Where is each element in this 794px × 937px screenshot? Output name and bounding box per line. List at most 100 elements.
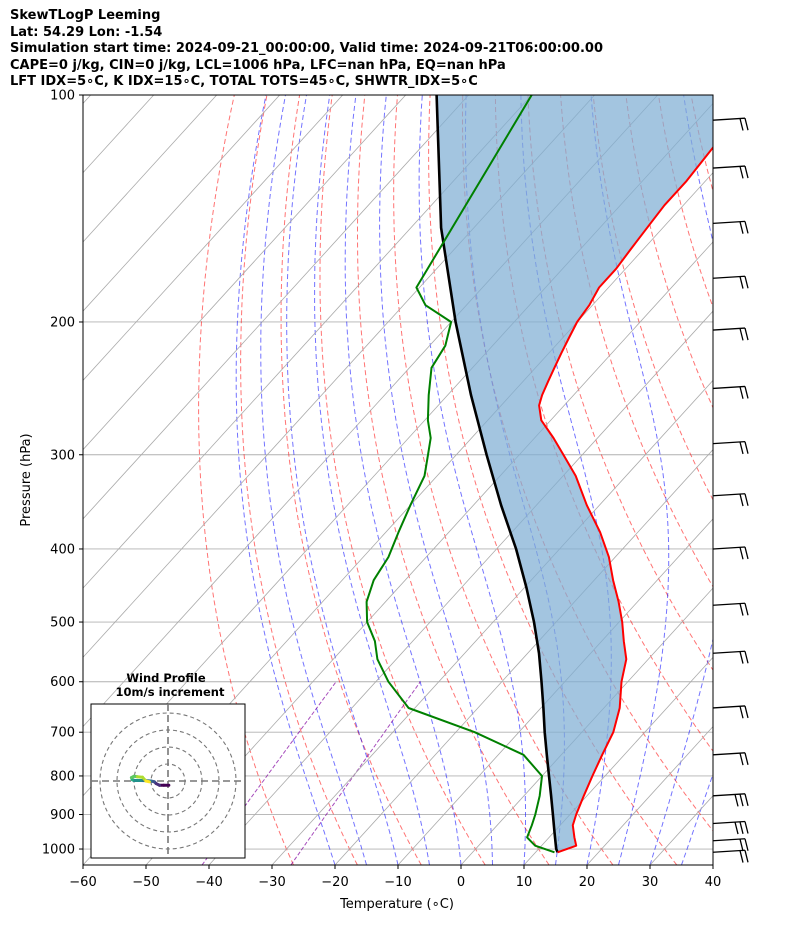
wind-barb [712,441,749,455]
wind-barb-flag [739,276,744,289]
y-tick-label: 100 [50,89,75,104]
wind-barb [712,849,749,863]
wind-barb-flag [739,706,744,719]
moist-adiabat [235,95,336,865]
wind-barb-shaft [712,849,746,853]
wind-barb [712,752,749,766]
wind-barb-shaft [712,275,746,279]
hodograph-subtitle: 10m/s increment [116,685,225,699]
wind-barb [712,602,749,616]
cape-line: CAPE=0 j/kg, CIN=0 j/kg, LCL=1006 hPa, L… [10,57,506,73]
wind-barb-shaft [712,117,746,121]
wind-barb-flag [739,328,744,341]
wind-barb-shaft [712,546,746,550]
x-tick-label: −10 [384,875,411,890]
wind-barb-flag [739,386,744,399]
isotherm [83,95,469,520]
isotherm [397,518,713,865]
wind-barb-shaft [712,493,746,497]
wind-barb-shaft [712,602,746,606]
moist-adiabat [520,95,612,865]
wind-barb-flag [739,838,744,852]
wind-barb-flag [734,821,739,835]
wind-barb-flag [739,821,744,834]
wind-barbs [712,117,749,863]
isotherm [83,95,406,451]
isotherm [83,95,91,105]
wind-barb [712,705,749,719]
wind-barb-shaft [712,220,746,225]
wind-barb-shaft [712,441,746,445]
dry-adiabat [625,95,713,409]
y-tick-label: 500 [50,616,75,631]
isotherm [586,725,713,865]
x-axis-label: Temperature (∘C) [339,897,454,912]
moist-adiabat [712,863,713,865]
y-axis-label: Pressure (hPa) [19,433,34,526]
wind-barb-shaft [712,793,746,797]
wind-barb [712,820,749,835]
wind-barb-flag [744,546,749,560]
x-tick-label: −20 [321,875,348,890]
index-line: LFT IDX=5∘C, K IDX=15∘C, TOTAL TOTS=45∘C… [10,74,478,90]
wind-barb-flag [744,441,749,454]
wind-barb-flag [744,651,749,664]
wind-barb [712,275,749,289]
isotherm [776,95,794,865]
wind-barb-flag [739,493,744,507]
hodograph-title: Wind Profile [126,671,206,685]
wind-barb-flag [739,850,744,863]
wind-barb-flag [739,752,744,766]
wind-barb-flag [739,547,744,560]
isotherm [83,95,217,243]
wind-barb [712,650,749,664]
cin-shading [436,95,713,853]
moist-adiabat [260,95,367,865]
wind-barb-shaft [712,820,746,825]
x-tick-label: −50 [132,875,159,890]
moist-adiabat [314,95,430,865]
wind-barb [712,117,749,131]
x-tick-label: −30 [258,875,285,890]
wind-barb-shaft [712,327,746,331]
isotherm [523,656,713,865]
y-tick-label: 600 [50,675,75,690]
dewpoint-line [365,95,555,854]
y-tick-label: 700 [50,726,75,741]
dry-adiabat [198,95,294,865]
wind-barb-flag [744,118,749,131]
wind-barb-flag [744,493,749,506]
wind-barb-flag [744,165,749,179]
wind-barb [712,793,749,807]
isotherm [83,95,280,312]
wind-barb-flag [739,166,744,179]
dry-adiabat [592,95,713,501]
wind-barb-shaft [712,650,746,654]
moist-adiabat [590,95,670,865]
dry-adiabat [789,95,794,865]
isotherm [712,864,713,865]
wind-barb-flag [744,221,749,234]
dry-adiabat [280,95,422,865]
x-tick-label: 20 [579,875,596,890]
x-tick-label: 40 [705,875,722,890]
wind-barb-flag [739,651,744,664]
dry-adiabat [527,95,713,671]
wind-barb-flag [739,221,744,234]
y-tick-label: 200 [50,315,75,330]
wind-barb-flag [739,118,744,131]
wind-barb-flag [744,705,749,719]
y-tick-label: 1000 [42,843,75,858]
wind-barb [712,220,749,234]
hodograph-inset: Wind Profile 10m/s increment [90,671,246,859]
moist-adiabat [286,95,399,865]
wind-barb [712,327,749,341]
x-tick-label: −60 [69,875,96,890]
x-tick-label: 0 [457,875,465,890]
wind-barb-flag [744,821,749,834]
hodograph-segment [144,779,151,784]
wind-barb [712,838,749,852]
time-line: Simulation start time: 2024-09-21_00:00:… [10,41,603,57]
y-tick-label: 800 [50,769,75,784]
